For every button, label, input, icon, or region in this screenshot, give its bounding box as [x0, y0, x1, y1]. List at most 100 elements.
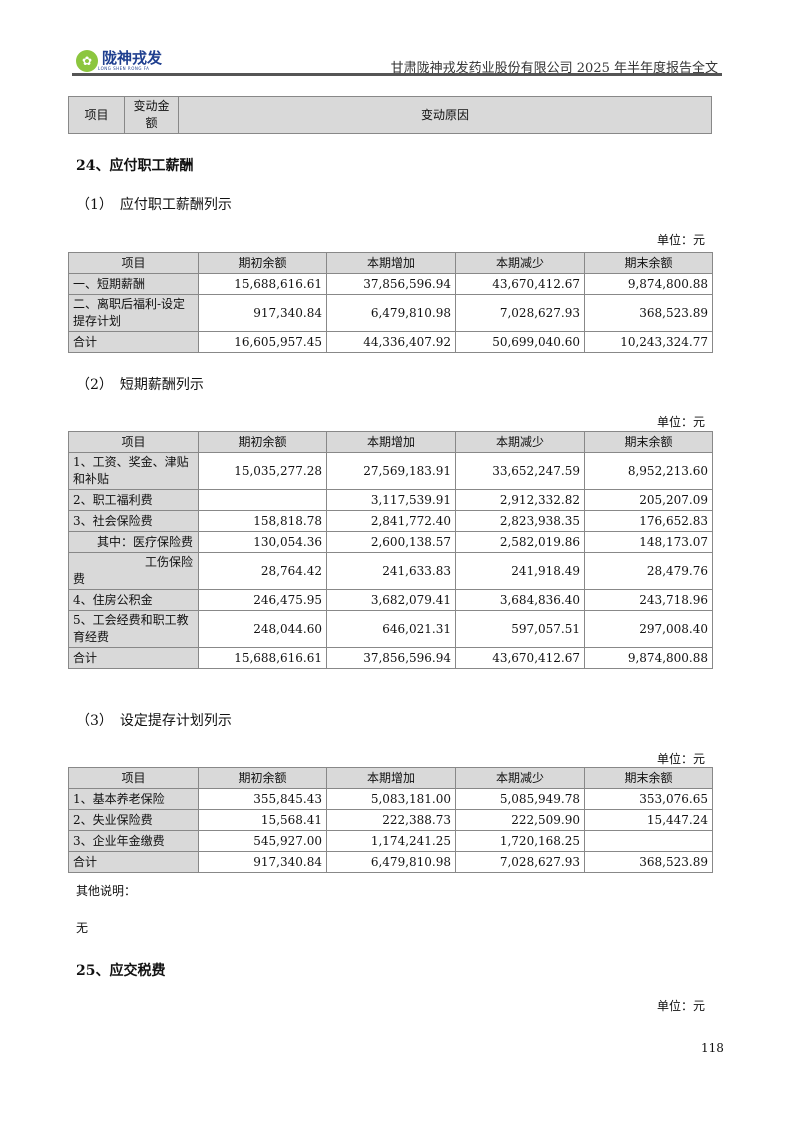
table-row: 5、工会经费和职工教育经费 248,044.60 646,021.31 597,057…	[68, 610, 713, 648]
table-row: 1、工资、奖金、津贴和补贴 15,035,277.28 27,569,183.91 3…	[68, 452, 713, 490]
amount-cell: 545,927.00	[198, 830, 327, 852]
table-row: 合计 917,340.84 6,479,810.98 7,028,627.93 368,…	[68, 851, 713, 873]
table-row: 其中：医疗保险费 130,054.36 2,600,138.57 2,582,019.…	[68, 531, 713, 553]
column-header: 本期减少	[455, 767, 585, 789]
amount-cell: 15,688,616.61	[198, 647, 327, 669]
subsection-title-1: （1） 应付职工薪酬列示	[76, 197, 232, 213]
row-label: 二、离职后福利-设定提存计划	[68, 294, 199, 332]
column-header: 本期增加	[326, 431, 456, 453]
column-header: 期末余额	[584, 431, 713, 453]
amount-cell: 917,340.84	[198, 851, 327, 873]
table-row: 二、离职后福利-设定提存计划 917,340.84 6,479,810.98 7,02…	[68, 294, 713, 332]
amount-cell: 1,174,241.25	[326, 830, 456, 852]
column-header: 期初余额	[198, 252, 327, 274]
amount-cell: 27,569,183.91	[326, 452, 456, 490]
column-header: 期末余额	[584, 767, 713, 789]
table-row: 一、短期薪酬 15,688,616.61 37,856,596.94 43,670,4…	[68, 273, 713, 295]
table-row: 合计 15,688,616.61 37,856,596.94 43,670,412.6…	[68, 647, 713, 669]
amount-cell: 5,085,949.78	[455, 788, 585, 810]
amount-cell: 2,823,938.35	[455, 510, 585, 532]
amount-cell: 246,475.95	[198, 589, 327, 611]
amount-cell: 646,021.31	[326, 610, 456, 648]
header-change-amount: 变动金额	[124, 96, 179, 134]
subsection-title-3: （3） 设定提存计划列示	[76, 713, 232, 729]
row-label: 合计	[68, 851, 199, 873]
amount-cell: 355,845.43	[198, 788, 327, 810]
amount-cell: 222,509.90	[455, 809, 585, 831]
amount-cell: 2,912,332.82	[455, 489, 585, 511]
amount-cell: 243,718.96	[584, 589, 713, 611]
amount-cell: 917,340.84	[198, 294, 327, 332]
amount-cell: 3,682,079.41	[326, 589, 456, 611]
amount-cell: 15,688,616.61	[198, 273, 327, 295]
row-label: 3、社会保险费	[68, 510, 199, 532]
amount-cell: 44,336,407.92	[326, 331, 456, 353]
amount-cell: 10,243,324.77	[584, 331, 713, 353]
amount-cell: 9,874,800.88	[584, 273, 713, 295]
column-header: 期初余额	[198, 431, 327, 453]
row-label: 1、基本养老保险	[68, 788, 199, 810]
defined-contribution-table: 项目 期初余额 本期增加 本期减少 期末余额 1、基本养老保险 355,845.43 5,08…	[68, 767, 713, 873]
row-label: 5、工会经费和职工教育经费	[68, 610, 199, 648]
column-header: 本期减少	[455, 252, 585, 274]
row-label: 3、企业年金缴费	[68, 830, 199, 852]
amount-cell: 33,652,247.59	[455, 452, 585, 490]
amount-cell: 297,008.40	[584, 610, 713, 648]
row-label: 其中：医疗保险费	[68, 531, 199, 553]
amount-cell: 222,388.73	[326, 809, 456, 831]
unit-label-3: 单位：元	[656, 752, 705, 766]
amount-cell: 37,856,596.94	[326, 273, 456, 295]
amount-cell: 3,117,539.91	[326, 489, 456, 511]
amount-cell: 50,699,040.60	[455, 331, 585, 353]
report-header-title: 甘肃陇神戎发药业股份有限公司 2025 年半年度报告全文	[390, 61, 718, 76]
other-notes-value: 无	[76, 921, 89, 935]
amount-cell: 8,952,213.60	[584, 452, 713, 490]
table-row: 1、基本养老保险 355,845.43 5,083,181.00 5,085,949.…	[68, 788, 713, 810]
amount-cell: 2,600,138.57	[326, 531, 456, 553]
column-header: 本期增加	[326, 252, 456, 274]
row-label: 2、失业保险费	[68, 809, 199, 831]
column-header: 期末余额	[584, 252, 713, 274]
amount-cell: 248,044.60	[198, 610, 327, 648]
section-title-25: 25、应交税费	[76, 963, 166, 979]
header-item: 项目	[68, 96, 125, 134]
amount-cell: 1,720,168.25	[455, 830, 585, 852]
column-header: 项目	[68, 767, 199, 789]
amount-cell: 158,818.78	[198, 510, 327, 532]
amount-cell: 130,054.36	[198, 531, 327, 553]
amount-cell: 2,582,019.86	[455, 531, 585, 553]
table-header-row: 项目 期初余额 本期增加 本期减少 期末余额	[68, 767, 713, 789]
column-header: 项目	[68, 252, 199, 274]
amount-cell: 368,523.89	[584, 851, 713, 873]
unit-label-25: 单位：元	[656, 999, 705, 1013]
row-label: 2、职工福利费	[68, 489, 199, 511]
amount-cell: 37,856,596.94	[326, 647, 456, 669]
amount-cell: 3,684,836.40	[455, 589, 585, 611]
header-change-reason: 变动原因	[178, 96, 712, 134]
row-label: 工伤保险费	[68, 552, 199, 590]
logo-subtext: LONG SHEN RONG FA	[98, 66, 150, 71]
amount-cell: 16,605,957.45	[198, 331, 327, 353]
table-row: 工伤保险费 28,764.42 241,633.83 241,918.49 28,479…	[68, 552, 713, 590]
row-label: 合计	[68, 331, 199, 353]
amount-cell: 28,479.76	[584, 552, 713, 590]
amount-cell	[198, 489, 327, 511]
amount-cell	[584, 830, 713, 852]
change-reason-table: 项目 变动金额 变动原因	[68, 96, 712, 134]
subsection-title-2: （2） 短期薪酬列示	[76, 377, 204, 393]
amount-cell: 6,479,810.98	[326, 851, 456, 873]
amount-cell: 9,874,800.88	[584, 647, 713, 669]
column-header: 本期增加	[326, 767, 456, 789]
table-row: 2、失业保险费 15,568.41 222,388.73 222,509.90 15,4…	[68, 809, 713, 831]
unit-label-2: 单位：元	[656, 415, 705, 429]
table-header-row: 项目 期初余额 本期增加 本期减少 期末余额	[68, 252, 713, 274]
table-header-row: 项目 期初余额 本期增加 本期减少 期末余额	[68, 431, 713, 453]
row-label: 1、工资、奖金、津贴和补贴	[68, 452, 199, 490]
amount-cell: 597,057.51	[455, 610, 585, 648]
amount-cell: 15,035,277.28	[198, 452, 327, 490]
column-header: 本期减少	[455, 431, 585, 453]
company-logo: ✿ 陇神戎发 LONG SHEN RONG FA	[76, 50, 162, 72]
table-row: 4、住房公积金 246,475.95 3,682,079.41 3,684,836.4…	[68, 589, 713, 611]
payroll-payable-table: 项目 期初余额 本期增加 本期减少 期末余额 一、短期薪酬 15,688,616.61 37,…	[68, 252, 713, 353]
